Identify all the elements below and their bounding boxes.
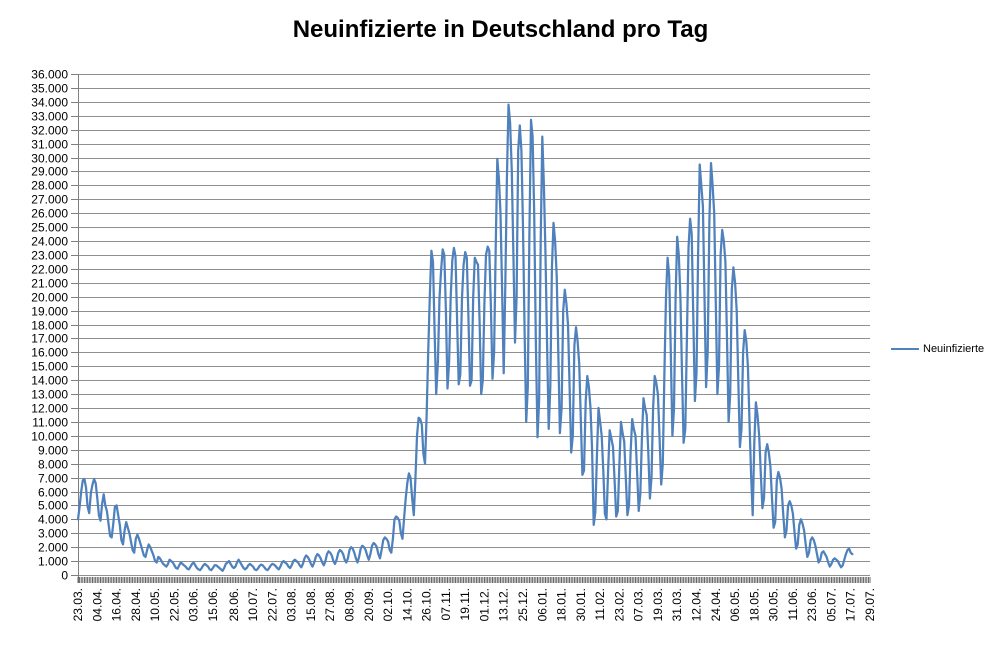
x-tick-label: 04.04. (90, 588, 104, 621)
x-tick-label: 28.06. (227, 588, 241, 621)
y-tick-label: 31.000 (31, 138, 68, 152)
x-tick-label: 01.12. (477, 588, 491, 621)
y-tick-label: 32.000 (31, 124, 68, 138)
x-tick-label: 15.06. (206, 588, 220, 621)
y-tick-label: 1.000 (38, 555, 68, 569)
x-tick-label: 29.07. (863, 588, 877, 621)
y-tick-label: 27.000 (31, 193, 68, 207)
x-tick-label: 18.01. (555, 588, 569, 621)
x-tick-label: 02.10. (381, 588, 395, 621)
y-tick-label: 18.000 (31, 319, 68, 333)
x-tick-label: 07.11. (439, 588, 453, 620)
y-tick-label: 33.000 (31, 110, 68, 124)
x-tick-label: 23.03. (71, 588, 85, 621)
y-tick-label: 29.000 (31, 165, 68, 179)
x-tick-label: 07.03. (632, 588, 646, 621)
y-tick-label: 3.000 (38, 527, 68, 541)
y-tick-label: 20.000 (31, 291, 68, 305)
x-tick-label: 23.02. (612, 588, 626, 621)
legend: Neuinfizierte (891, 343, 984, 355)
y-tick-label: 24.000 (31, 235, 68, 249)
x-tick-label: 03.06. (187, 588, 201, 621)
legend-line-sample (891, 348, 919, 350)
x-tick-label: 28.04. (129, 588, 143, 621)
x-tick-label: 19.11. (458, 588, 472, 620)
x-tick-label: 20.09. (362, 588, 376, 621)
x-tick-label: 19.03. (651, 588, 665, 621)
y-tick-label: 21.000 (31, 277, 68, 291)
legend-label: Neuinfizierte (923, 343, 985, 355)
y-tick-label: 28.000 (31, 179, 68, 193)
y-tick-label: 16.000 (31, 346, 68, 360)
x-tick-label: 17.07. (844, 588, 858, 621)
y-tick-label: 13.000 (31, 388, 68, 402)
x-tick-label: 06.01. (535, 588, 549, 621)
x-tick-label: 06.05. (728, 588, 742, 621)
x-tick-label: 30.05. (767, 588, 781, 621)
x-tick-label: 25.12. (516, 588, 530, 621)
y-tick-label: 26.000 (31, 207, 68, 221)
x-tick-label: 11.06. (786, 588, 800, 620)
y-tick-label: 0 (61, 569, 68, 583)
x-tick-label: 08.09. (342, 588, 356, 621)
y-tick-label: 12.000 (31, 402, 68, 416)
y-tick-label: 7.000 (38, 472, 68, 486)
x-tick-label: 24.04. (709, 588, 723, 621)
y-tick-label: 14.000 (31, 374, 68, 388)
y-tick-label: 10.000 (31, 430, 68, 444)
y-tick-label: 8.000 (38, 458, 68, 472)
x-tick-label: 15.08. (304, 588, 318, 621)
y-tick-label: 9.000 (38, 444, 68, 458)
y-tick-label: 6.000 (38, 486, 68, 500)
x-tick-label: 23.06. (805, 588, 819, 621)
y-tick-label: 15.000 (31, 360, 68, 374)
y-tick-label: 4.000 (38, 513, 68, 527)
x-tick-label: 05.07. (824, 588, 838, 621)
x-tick-label: 11.02. (593, 588, 607, 620)
y-tick-label: 17.000 (31, 332, 68, 346)
x-tick-label: 22.07. (265, 588, 279, 621)
x-tick-label: 26.10. (420, 588, 434, 621)
x-tick-label: 18.05. (747, 588, 761, 621)
x-tick-label: 12.04. (689, 588, 703, 621)
x-tick-label: 03.08. (285, 588, 299, 621)
y-tick-label: 19.000 (31, 305, 68, 319)
y-tick-label: 2.000 (38, 541, 68, 555)
x-tick-label: 27.08. (323, 588, 337, 621)
x-tick-label: 13.12. (497, 588, 511, 621)
y-tick-label: 23.000 (31, 249, 68, 263)
chart-title: Neuinfizierte in Deutschland pro Tag (292, 16, 709, 43)
x-tick-label: 14.10. (400, 588, 414, 621)
x-tick-label: 31.03. (670, 588, 684, 621)
y-tick-label: 34.000 (31, 96, 68, 110)
series-line-neuinfizierte (76, 103, 854, 572)
x-tick-label: 10.05. (148, 588, 162, 621)
y-tick-label: 5.000 (38, 499, 68, 513)
x-tick-label: 10.07. (246, 588, 260, 621)
y-tick-label: 22.000 (31, 263, 68, 277)
y-tick-label: 35.000 (31, 82, 68, 96)
y-tick-label: 25.000 (31, 221, 68, 235)
x-tick-label: 30.01. (574, 588, 588, 621)
y-tick-label: 36.000 (31, 68, 68, 82)
x-tick-label: 22.05. (167, 588, 181, 621)
y-tick-label: 30.000 (31, 152, 68, 166)
x-tick-label: 16.04. (110, 588, 124, 621)
y-tick-label: 11.000 (32, 416, 68, 430)
